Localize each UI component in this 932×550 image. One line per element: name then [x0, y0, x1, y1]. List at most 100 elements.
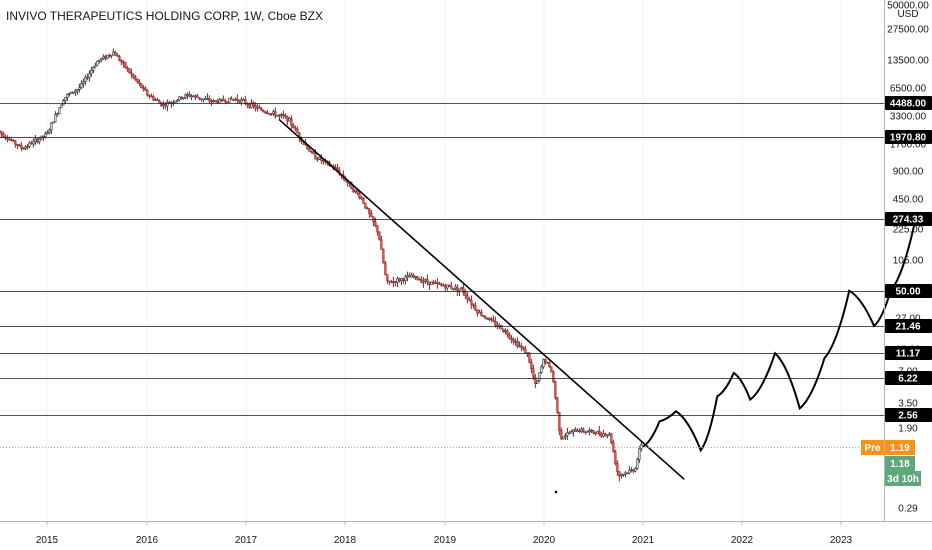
- candle-body: [524, 348, 527, 354]
- candle-body: [252, 102, 255, 106]
- candle-body: [478, 311, 481, 314]
- bar-countdown-badge-bg: [885, 471, 921, 486]
- candle-body: [82, 81, 85, 84]
- candle-body: [402, 278, 405, 281]
- candle-body: [100, 58, 103, 61]
- candle-body: [50, 122, 53, 131]
- candle-body: [358, 193, 361, 199]
- candle-body: [78, 87, 81, 90]
- candle-body: [582, 428, 585, 432]
- candle-body: [632, 469, 635, 472]
- candle-body: [218, 99, 221, 103]
- candle-body: [350, 182, 353, 190]
- candle-body: [14, 140, 17, 145]
- candle-body: [506, 330, 509, 335]
- candle-body: [108, 54, 111, 57]
- candle-body: [564, 435, 567, 438]
- candle-body: [466, 295, 469, 300]
- candle-body: [296, 128, 299, 134]
- candle-body: [20, 144, 23, 149]
- horizontal-levels[interactable]: [0, 103, 884, 416]
- drawings[interactable]: [278, 118, 917, 494]
- candle-body: [238, 99, 241, 103]
- candle-body: [112, 51, 115, 56]
- candle-body: [196, 95, 199, 98]
- candle-body: [442, 284, 445, 287]
- candle-body: [176, 99, 179, 102]
- candle-body: [226, 101, 229, 103]
- candle-body: [44, 133, 47, 137]
- candle-body: [614, 451, 617, 464]
- candle-body: [314, 153, 317, 160]
- candle-body: [432, 281, 435, 284]
- candle-body: [462, 287, 465, 293]
- candle-body: [128, 68, 131, 74]
- candle-body: [106, 54, 109, 59]
- candle-body: [352, 188, 355, 192]
- candle-body: [138, 81, 141, 84]
- premarket-tag: Pre: [864, 443, 881, 454]
- candle-body: [144, 87, 147, 91]
- candle-body: [570, 431, 573, 434]
- candle-body: [618, 471, 621, 477]
- candle-body: [620, 474, 623, 477]
- descending-trendline[interactable]: [278, 118, 685, 480]
- time-axis-tick: 2021: [632, 535, 655, 546]
- candle-body: [374, 221, 377, 226]
- candle-body: [198, 97, 201, 99]
- candle-body: [394, 281, 397, 283]
- chart-title: INVIVO THERAPEUTICS HOLDING CORP, 1W, Cb…: [6, 9, 323, 23]
- candle-body: [414, 276, 417, 278]
- level-price-label-bg: [885, 371, 932, 385]
- candle-body: [638, 448, 641, 460]
- candle-body: [550, 366, 553, 373]
- candle-body: [430, 281, 433, 286]
- candle-body: [470, 300, 473, 305]
- candle-body: [142, 87, 145, 89]
- candle-body: [548, 362, 551, 367]
- candle-body: [114, 51, 117, 56]
- candle-body: [368, 208, 371, 214]
- candle-body: [288, 118, 291, 122]
- interval-label[interactable]: 1W: [243, 9, 261, 23]
- grid: [46, 0, 842, 521]
- candle-body: [522, 346, 525, 350]
- candle-body: [390, 281, 393, 284]
- candle-body: [164, 104, 167, 107]
- candle-body: [536, 380, 539, 384]
- price-axis-tick: 6500.00: [890, 84, 927, 95]
- candle-body: [610, 433, 613, 443]
- projection-path[interactable]: [642, 219, 917, 453]
- candle-body: [500, 325, 503, 330]
- candle-body: [68, 93, 71, 95]
- candle-body: [124, 61, 127, 68]
- candle-body: [318, 157, 321, 160]
- candle-body: [182, 97, 185, 100]
- level-price-label-bg: [885, 319, 932, 333]
- candle-body: [572, 429, 575, 432]
- candle-body: [412, 274, 415, 278]
- candle-body: [26, 146, 29, 148]
- candle-body: [160, 102, 163, 107]
- candle-body: [596, 430, 599, 434]
- candle-body: [152, 96, 155, 101]
- candle-body: [208, 98, 211, 102]
- candle-body: [230, 97, 233, 100]
- candle-body: [492, 319, 495, 322]
- candle-body: [528, 352, 531, 363]
- candle-body: [508, 334, 511, 339]
- candle-body: [458, 288, 461, 291]
- candle-body: [624, 472, 627, 475]
- candle-body: [0, 131, 3, 135]
- candle-body: [12, 140, 15, 142]
- candle-body: [516, 340, 519, 347]
- price-badges: Pre 1.19 1.18 3d 10h: [0, 440, 921, 486]
- candle-body: [542, 359, 545, 368]
- level-price-label: 50.00: [895, 287, 920, 298]
- candle-body: [518, 345, 521, 347]
- premarket-price-badge-bg: [885, 440, 915, 455]
- candle-body: [224, 100, 227, 103]
- candle-body: [422, 280, 425, 283]
- level-price-label: 6.22: [898, 374, 918, 385]
